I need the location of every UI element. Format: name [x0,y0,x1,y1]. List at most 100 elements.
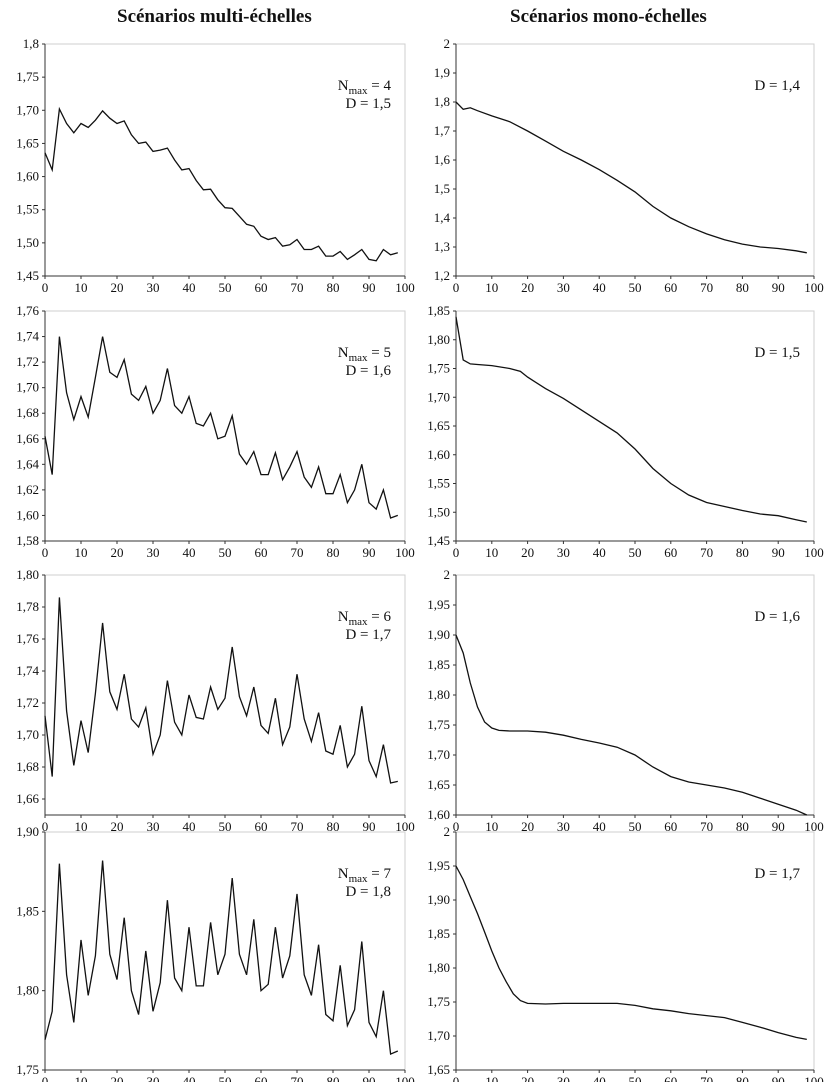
x-tick-label: 90 [363,280,376,295]
panel-annotation: Nmax = 7 [338,866,392,885]
x-tick-label: 100 [804,1074,824,1082]
x-tick-label: 40 [593,545,606,560]
x-tick-label: 20 [521,545,534,560]
y-tick-label: 1,2 [434,268,450,283]
y-tick-label: 1,60 [16,507,39,522]
y-tick-label: 1,76 [16,631,39,646]
y-tick-label: 1,75 [427,361,450,376]
y-tick-label: 1,68 [16,759,39,774]
y-tick-label: 1,66 [16,791,39,806]
x-tick-label: 70 [700,819,713,834]
y-tick-label: 1,70 [427,747,450,762]
x-tick-label: 0 [453,1074,460,1082]
x-tick-label: 80 [736,545,749,560]
chart-s14: 1,21,31,41,51,61,71,81,920 10 20 30 40 50 60 70… [434,36,824,295]
x-tick-label: 10 [75,545,88,560]
x-tick-label: 40 [183,1074,196,1082]
x-tick-label: 60 [664,1074,677,1082]
y-tick-label: 1,68 [16,405,39,420]
x-tick-label: 80 [327,1074,340,1082]
series-line [44,336,399,519]
panel-annotation: Nmax = 6 [338,609,392,628]
y-tick-label: 1,3 [434,239,450,254]
x-tick-label: 80 [736,819,749,834]
x-tick-label: 60 [664,819,677,834]
x-tick-label: 80 [327,280,340,295]
x-tick-label: 100 [804,545,824,560]
y-tick-label: 1,7 [434,123,451,138]
series-line [44,106,398,262]
x-tick-label: 100 [395,819,415,834]
y-tick-label: 1,78 [16,599,39,614]
y-tick-label: 1,60 [16,169,39,184]
plot-area [44,310,406,542]
y-tick-label: 1,70 [16,380,39,395]
x-tick-label: 70 [700,545,713,560]
x-tick-label: 60 [664,545,677,560]
x-tick-label: 70 [700,1074,713,1082]
x-tick-label: 10 [75,280,88,295]
x-tick-label: 30 [557,280,570,295]
x-tick-label: 50 [629,545,642,560]
x-tick-label: 60 [664,280,677,295]
x-tick-label: 100 [395,1074,415,1082]
x-tick-label: 90 [363,1074,376,1082]
plot-area [44,43,406,277]
x-tick-label: 0 [42,545,49,560]
x-tick-label: 60 [255,545,268,560]
y-tick-label: 1,85 [427,926,450,941]
x-tick-label: 80 [327,819,340,834]
y-tick-label: 1,90 [427,627,450,642]
y-tick-label: 1,55 [16,202,39,217]
y-tick-label: 1,80 [427,960,450,975]
x-tick-label: 20 [111,1074,124,1082]
x-tick-label: 60 [255,819,268,834]
x-tick-label: 20 [111,545,124,560]
chart-m7: 1,75 1,80 1,85 1,90 0 10 20 30 40 50 60 70 80 90 100 Nm… [16,824,415,1082]
series-line [455,634,808,816]
x-tick-label: 0 [42,280,49,295]
panel-annotation: D = 1,5 [345,96,391,112]
y-tick-label: 1,90 [427,892,450,907]
panel-annotation: D = 1,5 [754,345,800,361]
x-tick-label: 90 [772,545,785,560]
x-tick-label: 50 [219,545,232,560]
y-tick-label: 1,65 [427,1062,450,1077]
y-tick-label: 1,75 [427,994,450,1009]
panel-annotation: D = 1,7 [345,627,391,643]
x-tick-label: 100 [395,545,415,560]
y-tick-label: 1,50 [16,235,39,250]
x-tick-label: 80 [736,1074,749,1082]
x-tick-label: 80 [327,545,340,560]
x-tick-label: 20 [111,819,124,834]
x-tick-label: 90 [363,545,376,560]
x-tick-label: 40 [593,819,606,834]
y-tick-label: 1,62 [16,482,39,497]
x-tick-label: 60 [255,1074,268,1082]
panel-annotation: D = 1,6 [754,609,800,625]
x-tick-label: 100 [804,280,824,295]
x-tick-label: 30 [557,819,570,834]
x-tick-label: 30 [147,545,160,560]
x-tick-label: 40 [183,280,196,295]
y-tick-label: 1,70 [16,102,39,117]
y-tick-label: 1,55 [427,476,450,491]
y-tick-label: 1,72 [16,695,39,710]
x-tick-label: 30 [147,280,160,295]
x-tick-label: 70 [291,545,304,560]
series-line [44,860,399,1056]
x-tick-label: 10 [75,1074,88,1082]
y-tick-label: 1,80 [16,983,39,998]
y-tick-label: 1,60 [427,447,450,462]
x-tick-label: 50 [219,1074,232,1082]
x-tick-label: 40 [183,819,196,834]
x-tick-label: 80 [736,280,749,295]
y-tick-label: 1,74 [16,329,39,344]
x-tick-label: 50 [629,819,642,834]
y-tick-label: 1,80 [427,332,450,347]
column-title-mono-scale: Scénarios mono-échelles [510,6,707,27]
y-tick-label: 1,85 [427,303,450,318]
y-tick-label: 1,95 [427,597,450,612]
y-tick-label: 1,70 [427,1028,450,1043]
